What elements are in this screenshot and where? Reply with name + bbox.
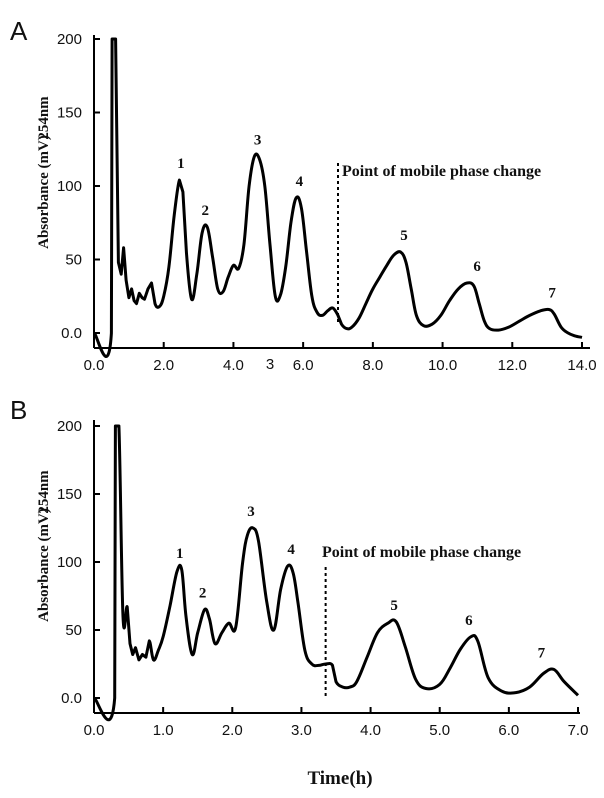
y-tick-label: 100 <box>57 178 82 195</box>
peak-label-4: 4 <box>296 174 304 190</box>
y-tick-label: 200 <box>57 418 82 435</box>
x-tick-label: 2.0 <box>153 357 174 374</box>
peak-label-4: 4 <box>287 542 295 558</box>
panel-a-phase-change-annotation: Point of mobile phase change <box>342 163 541 180</box>
panel-a-peak-labels: 1 2 3 4 5 6 7 <box>177 133 556 302</box>
x-tick-label: 2.0 <box>222 722 243 739</box>
panel-b-x-axis-label: Time(h) <box>307 768 372 789</box>
x-tick-label: 8.0 <box>362 357 383 374</box>
panel-b-letter: B <box>10 395 27 425</box>
panel-a-y-axis-label: Absorbance (mV) <box>36 135 52 249</box>
x-tick-label: 6.0 <box>293 357 314 374</box>
panel-a-letter: A <box>10 16 28 46</box>
panel-b: B Absorbance (mV) 254nm 0.0 50 100 150 200 0… <box>10 395 588 789</box>
y-tick-label: 150 <box>57 105 82 122</box>
panel-a-x-ticks: 0.0 2.0 4.0 6.0 8.0 10.0 12.0 14.0 <box>84 342 597 374</box>
panel-b-y-ticks: 0.0 50 100 150 200 <box>57 418 100 707</box>
x-tick-label: 5.0 <box>429 722 450 739</box>
panel-b-y-axis-label: Absorbance (mV) <box>36 508 52 622</box>
peak-label-6: 6 <box>473 259 481 275</box>
x-tick-label: 10.0 <box>428 357 457 374</box>
x-tick-label: 0.0 <box>84 357 105 374</box>
y-tick-label: 100 <box>57 554 82 571</box>
panel-a-stray-label: 3 <box>266 356 274 373</box>
peak-label-2: 2 <box>202 203 210 219</box>
panel-b-chromatogram-trace <box>92 424 580 722</box>
peak-label-5: 5 <box>390 598 398 614</box>
x-tick-label: 7.0 <box>568 722 589 739</box>
x-tick-label: 1.0 <box>153 722 174 739</box>
panel-a: A Absorbance (mV) 254nm 0.0 50 100 150 200 0… <box>10 16 597 374</box>
peak-label-7: 7 <box>538 645 546 661</box>
panel-a-chromatogram-trace <box>92 37 583 358</box>
y-tick-label: 50 <box>65 252 82 269</box>
panel-b-x-ticks: 0.0 1.0 2.0 3.0 4.0 5.0 6.0 7.0 <box>84 707 589 739</box>
x-tick-label: 4.0 <box>223 357 244 374</box>
peak-label-3: 3 <box>247 504 255 520</box>
peak-label-1: 1 <box>177 156 185 172</box>
y-tick-label: 150 <box>57 486 82 503</box>
x-tick-label: 6.0 <box>498 722 519 739</box>
x-tick-label: 0.0 <box>84 722 105 739</box>
peak-label-1: 1 <box>176 546 184 562</box>
y-tick-label: 200 <box>57 31 82 48</box>
x-tick-label: 4.0 <box>360 722 381 739</box>
y-tick-label: 50 <box>65 622 82 639</box>
panel-b-phase-change-annotation: Point of mobile phase change <box>322 544 521 561</box>
x-tick-label: 12.0 <box>498 357 527 374</box>
peak-label-3: 3 <box>254 133 262 149</box>
y-tick-label: 0.0 <box>61 690 82 707</box>
panel-b-peak-labels: 1 2 3 4 5 6 7 <box>176 504 546 661</box>
x-tick-label: 3.0 <box>291 722 312 739</box>
peak-label-6: 6 <box>465 613 473 629</box>
panel-a-y-ticks: 0.0 50 100 150 200 <box>57 31 100 342</box>
panel-a-y-axis-unit: 254nm <box>36 96 52 140</box>
panel-b-y-axis-unit: 254nm <box>36 470 52 514</box>
peak-label-7: 7 <box>548 285 556 301</box>
y-tick-label: 0.0 <box>61 325 82 342</box>
peak-label-5: 5 <box>400 228 408 244</box>
peak-label-2: 2 <box>199 586 207 602</box>
x-tick-label: 14.0 <box>567 357 596 374</box>
